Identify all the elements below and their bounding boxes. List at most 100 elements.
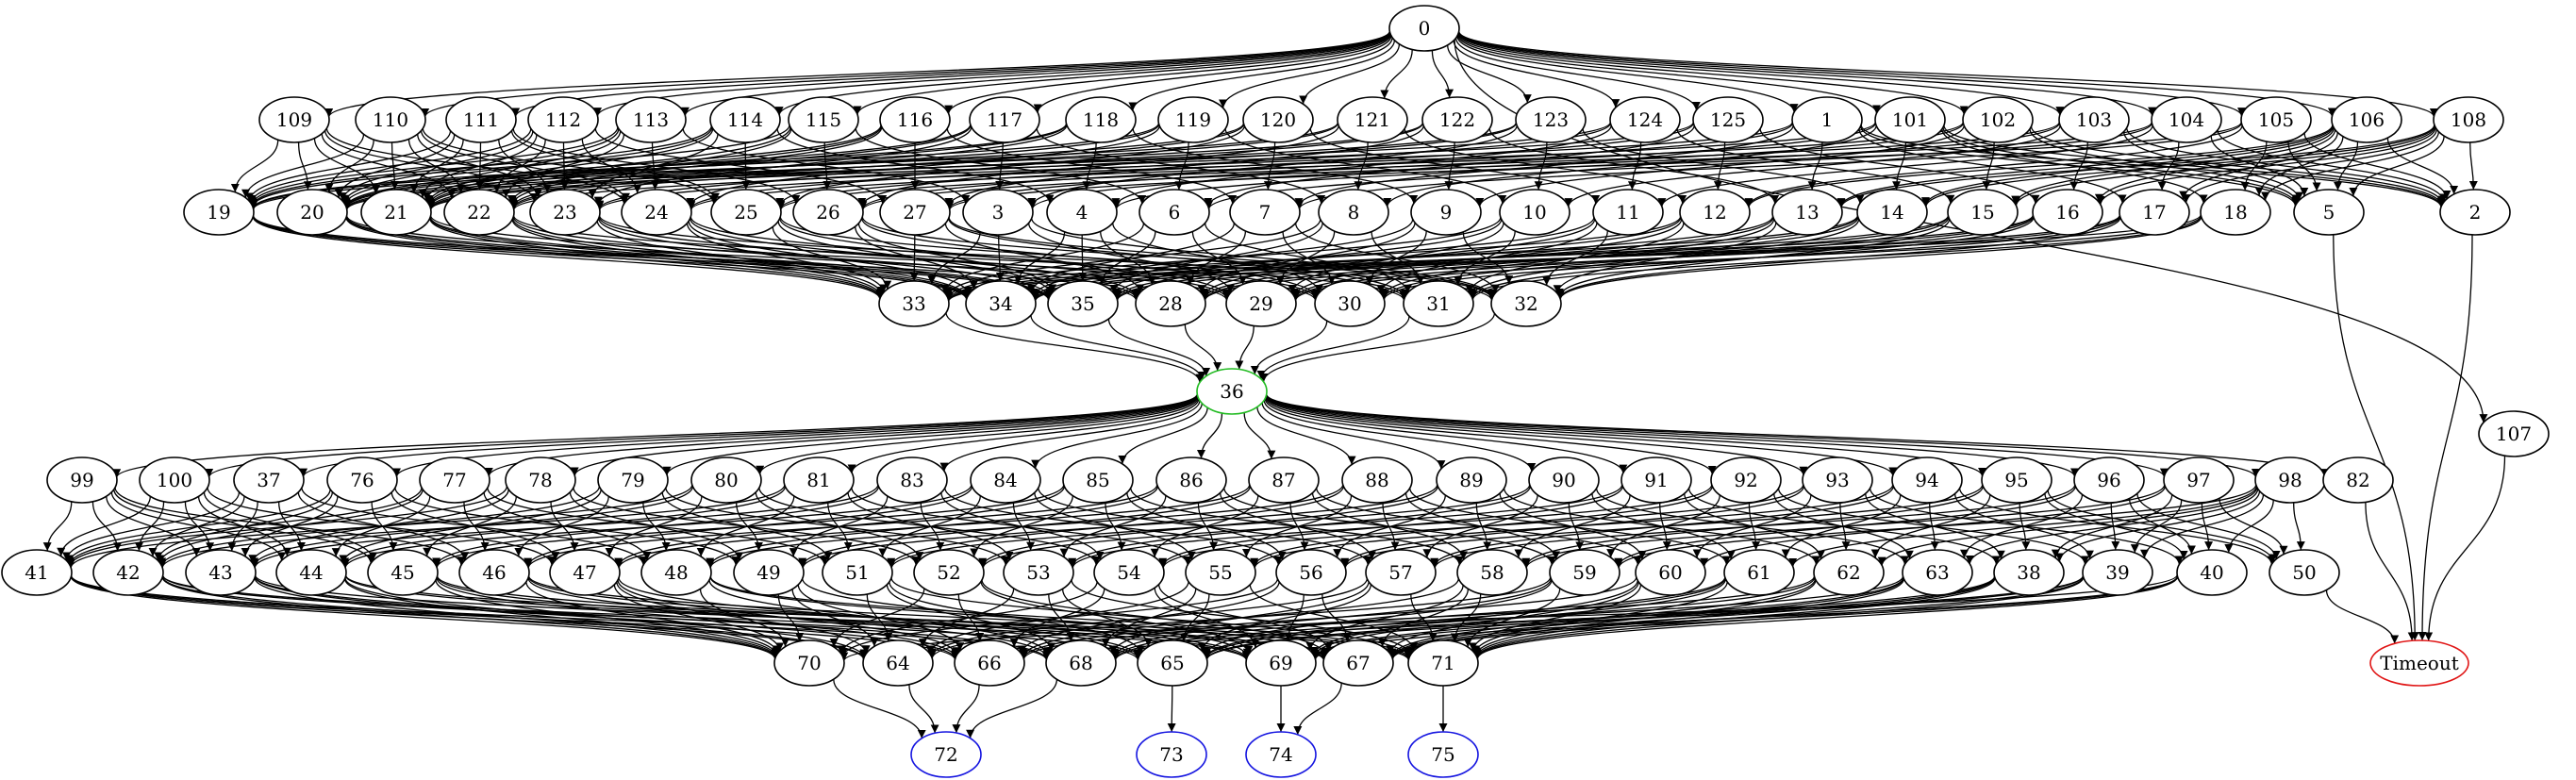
node-12-ellipse: [1679, 189, 1751, 236]
node-113-ellipse: [615, 96, 687, 143]
node-54: 54: [1093, 549, 1165, 596]
edge-36-to-80: [756, 397, 1199, 474]
node-119-ellipse: [1157, 96, 1229, 143]
node-77: 77: [419, 456, 490, 504]
node-92-ellipse: [1710, 456, 1782, 504]
node-93-label: 93: [1825, 469, 1849, 491]
node-40-label: 40: [2200, 561, 2223, 584]
edge-108-to-17: [2182, 128, 2437, 204]
node-102: 102: [1962, 96, 2034, 143]
node-35-label: 35: [1071, 292, 1094, 315]
node-108-label: 108: [2451, 108, 2486, 131]
node-68-label: 68: [1069, 652, 1092, 674]
node-20: 20: [276, 189, 348, 236]
node-43-ellipse: [185, 549, 257, 596]
node-51: 51: [822, 549, 893, 596]
node-124-label: 124: [1627, 108, 1663, 131]
edge-4-to-35: [1078, 234, 1088, 282]
edge-49-to-64: [791, 589, 879, 647]
node-78-label: 78: [528, 469, 552, 491]
node-105: 105: [2240, 96, 2312, 143]
edge-36-to-79: [662, 396, 1199, 475]
edge-112-to-19: [246, 128, 532, 204]
node-21-label: 21: [384, 201, 407, 224]
node-80: 80: [690, 456, 762, 504]
edge-52-to-70: [829, 588, 925, 648]
node-26: 26: [792, 189, 864, 236]
node-32: 32: [1490, 280, 1562, 327]
edge-57-to-64: [927, 578, 1368, 657]
edge-0-to-115: [853, 33, 1391, 115]
edge-97-to-58: [1521, 484, 2166, 569]
edge-3-to-34: [995, 234, 1005, 282]
edge-0-to-121: [1380, 49, 1413, 99]
node-74-ellipse: [1245, 731, 1317, 778]
node-64: 64: [862, 639, 934, 687]
node-4-label: 4: [1076, 201, 1089, 224]
node-115-ellipse: [788, 96, 859, 143]
node-99-ellipse: [46, 456, 118, 504]
edge-32-to-36: [1259, 312, 1496, 383]
node-32-label: 32: [1514, 292, 1537, 315]
node-39-ellipse: [2082, 549, 2153, 596]
edge-104-to-11: [1657, 124, 2153, 207]
node-93: 93: [1802, 456, 1873, 504]
node-15-ellipse: [1947, 189, 2019, 236]
node-107-label: 107: [2496, 423, 2532, 445]
node-81-ellipse: [783, 456, 855, 504]
node-71-label: 71: [1431, 652, 1454, 674]
node-61: 61: [1723, 549, 1795, 596]
edge-105-to-27: [945, 122, 2242, 210]
node-36-ellipse: [1196, 368, 1268, 415]
node-87: 87: [1248, 456, 1320, 504]
node-116-ellipse: [879, 96, 951, 143]
node-89-label: 89: [1459, 469, 1483, 491]
edge-100-to-41: [57, 496, 151, 556]
edge-106-to-16: [2094, 129, 2336, 203]
node-63-label: 63: [1925, 561, 1949, 584]
node-49-ellipse: [733, 549, 805, 596]
edge-56-to-69: [1284, 594, 1305, 641]
edge-0-to-1: [1456, 35, 1799, 113]
node-23: 23: [529, 189, 601, 236]
node-122: 122: [1421, 96, 1493, 143]
edge-90-to-51: [887, 484, 1531, 569]
edge-78-to-41: [66, 486, 508, 567]
node-47: 47: [549, 549, 621, 596]
node-29-ellipse: [1225, 280, 1297, 327]
node-53-label: 53: [1026, 561, 1050, 584]
node-22-ellipse: [443, 189, 515, 236]
edge-119-to-24: [686, 125, 1160, 207]
node-76-label: 76: [350, 469, 374, 491]
node-109-ellipse: [258, 96, 330, 143]
edge-114-to-19: [248, 125, 712, 207]
edge-33-to-36: [945, 312, 1205, 383]
node-59: 59: [1549, 549, 1620, 596]
edge-36-to-84: [1031, 403, 1203, 469]
node-112: 112: [527, 96, 599, 143]
node-37: 37: [233, 456, 305, 504]
node-112-label: 112: [545, 108, 581, 131]
node-5-ellipse: [2293, 189, 2365, 236]
node-timeout-label: Timeout: [2380, 652, 2459, 674]
node-1-ellipse: [1791, 96, 1863, 143]
node-0: 0: [1388, 5, 1460, 52]
node-80-label: 80: [714, 469, 738, 491]
edge-49-to-70: [777, 593, 805, 642]
node-114-ellipse: [709, 96, 781, 143]
node-22-label: 22: [467, 201, 490, 224]
edge-68-to-72: [966, 679, 1058, 739]
node-115-label: 115: [806, 108, 841, 131]
edge-110-to-19: [241, 134, 365, 198]
node-69: 69: [1245, 639, 1317, 687]
node-115: 115: [788, 96, 859, 143]
node-114-label: 114: [727, 108, 763, 131]
node-28: 28: [1135, 280, 1206, 327]
node-11-ellipse: [1592, 189, 1664, 236]
node-66-label: 66: [977, 652, 1001, 674]
edge-113-to-3: [682, 127, 971, 205]
node-68-ellipse: [1045, 639, 1117, 687]
node-124: 124: [1609, 96, 1681, 143]
edge-56-to-70: [839, 578, 1279, 657]
edge-98-to-50: [2293, 502, 2305, 551]
